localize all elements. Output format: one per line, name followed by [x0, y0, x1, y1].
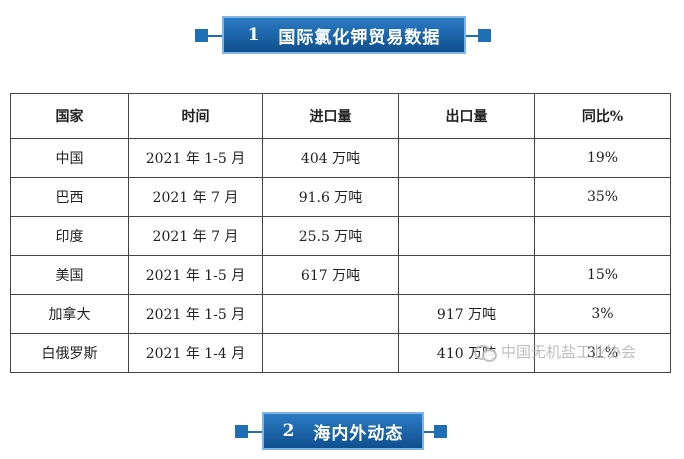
cell-yoy: 15%	[534, 255, 671, 295]
table-header-row: 国家 时间 进口量 出口量 同比%	[10, 93, 671, 139]
section-2-banner: 2 海内外动态	[0, 412, 684, 452]
table-row: 美国 2021 年 1-5 月 617 万吨 15%	[10, 255, 671, 295]
banner-line-right	[424, 431, 438, 433]
cell-yoy: 19%	[534, 138, 671, 178]
cell-export	[398, 177, 535, 217]
banner-square-right	[478, 29, 491, 42]
cell-import	[262, 294, 399, 334]
cell-import: 617 万吨	[262, 255, 399, 295]
section-1-title-box: 1 国际氯化钾贸易数据	[222, 16, 466, 54]
cell-time: 2021 年 7 月	[128, 177, 263, 217]
section-2-number: 2	[282, 421, 296, 441]
cell-yoy	[534, 216, 671, 256]
wechat-icon	[474, 343, 497, 362]
section-2-title-box: 2 海内外动态	[262, 412, 424, 450]
header-yoy: 同比%	[534, 93, 671, 139]
section-2-title: 海内外动态	[313, 423, 404, 444]
watermark-text: 中国无机盐工业协会	[501, 343, 637, 361]
banner-line-left	[206, 35, 226, 37]
section-1-banner: 1 国际氯化钾贸易数据	[0, 16, 684, 56]
cell-country: 中国	[10, 138, 129, 178]
potassium-chloride-trade-table: 国家 时间 进口量 出口量 同比% 中国 2021 年 1-5 月 404 万吨…	[10, 93, 671, 373]
cell-yoy: 31%	[534, 333, 671, 373]
cell-import: 25.5 万吨	[262, 216, 399, 256]
section-1-title: 国际氯化钾贸易数据	[278, 27, 441, 48]
cell-export: 917 万吨	[398, 294, 535, 334]
header-export: 出口量	[398, 93, 535, 139]
cell-import	[262, 333, 399, 373]
header-country: 国家	[10, 93, 129, 139]
cell-export	[398, 216, 535, 256]
header-time: 时间	[128, 93, 263, 139]
cell-time: 2021 年 7 月	[128, 216, 263, 256]
cell-country: 美国	[10, 255, 129, 295]
cell-time: 2021 年 1-5 月	[128, 138, 263, 178]
cell-time: 2021 年 1-5 月	[128, 294, 263, 334]
table-row: 巴西 2021 年 7 月 91.6 万吨 35%	[10, 177, 671, 217]
banner-square-right	[434, 425, 447, 438]
banner-line-right	[466, 35, 482, 37]
cell-country: 巴西	[10, 177, 129, 217]
cell-import: 404 万吨	[262, 138, 399, 178]
cell-yoy: 3%	[534, 294, 671, 334]
table-row: 印度 2021 年 7 月 25.5 万吨	[10, 216, 671, 256]
cell-country: 白俄罗斯	[10, 333, 129, 373]
watermark: 中国无机盐工业协会	[474, 341, 636, 362]
section-1-number: 1	[247, 25, 261, 45]
banner-square-left	[195, 29, 208, 42]
cell-export	[398, 255, 535, 295]
banner-square-left	[235, 425, 248, 438]
table-row: 中国 2021 年 1-5 月 404 万吨 19%	[10, 138, 671, 178]
cell-time: 2021 年 1-4 月	[128, 333, 263, 373]
table-row: 加拿大 2021 年 1-5 月 917 万吨 3%	[10, 294, 671, 334]
cell-country: 加拿大	[10, 294, 129, 334]
cell-import: 91.6 万吨	[262, 177, 399, 217]
banner-line-left	[246, 431, 266, 433]
cell-time: 2021 年 1-5 月	[128, 255, 263, 295]
cell-yoy: 35%	[534, 177, 671, 217]
cell-export	[398, 138, 535, 178]
header-import: 进口量	[262, 93, 399, 139]
cell-country: 印度	[10, 216, 129, 256]
